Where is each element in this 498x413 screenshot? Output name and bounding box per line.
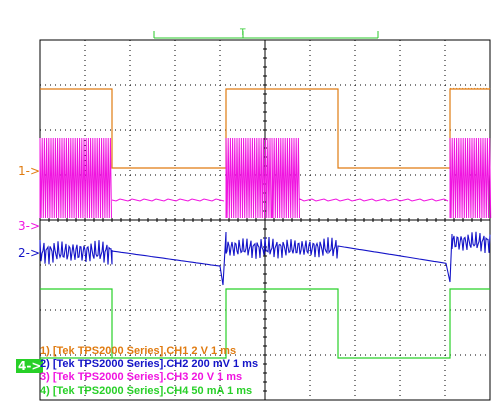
ch3-burst — [39, 137, 492, 219]
ch1-marker[interactable]: 1-> — [18, 164, 41, 178]
ch3-marker[interactable]: 3-> — [18, 219, 41, 233]
ch2-trace — [39, 231, 491, 286]
ch1-noise — [40, 87, 491, 90]
waveforms — [39, 87, 492, 359]
trigger-position-bracket[interactable]: T — [153, 28, 379, 39]
legend-ch1: 1) [Tek TPS2000 Series].CH1 2 V 1 ms — [40, 345, 237, 357]
legend-ch2: 2) [Tek TPS2000 Series].CH2 200 mV 1 ms — [40, 358, 259, 370]
trigger-label: T — [239, 28, 246, 38]
ch4-trace — [40, 288, 490, 359]
ch2-marker[interactable]: 2-> — [18, 246, 41, 260]
legend-ch3: 3) [Tek TPS2000 Series].CH3 20 V 1 ms — [40, 371, 243, 383]
ch3-baseline — [111, 198, 449, 202]
ch1-trace — [40, 88, 490, 169]
ch4-marker[interactable]: 4-> — [16, 359, 44, 373]
legend-ch4: 4) [Tek TPS2000 Series].CH4 50 mA 1 ms — [40, 385, 253, 397]
